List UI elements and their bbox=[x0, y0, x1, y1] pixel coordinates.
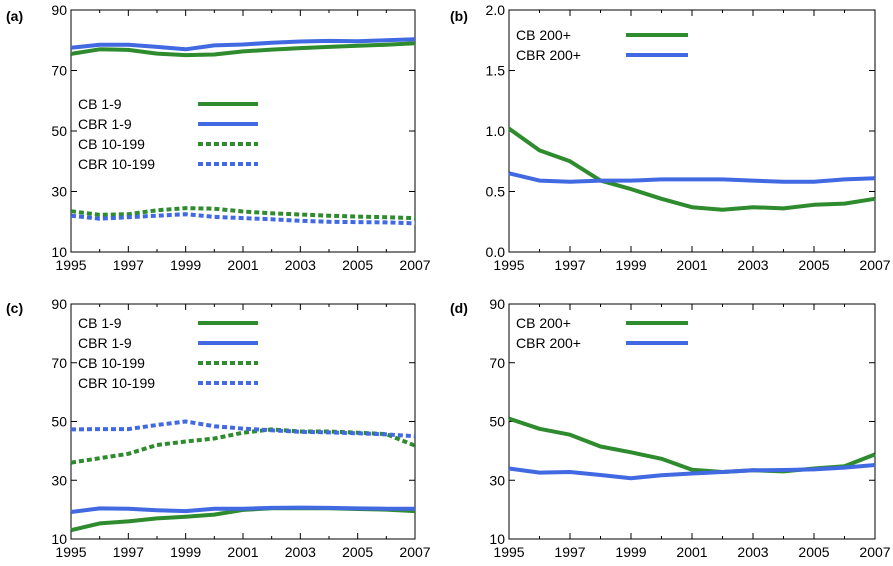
y-tick-label: 10 bbox=[51, 531, 67, 547]
y-tick-label: 30 bbox=[51, 184, 67, 200]
y-tick-label: 30 bbox=[51, 472, 67, 488]
series-line-2 bbox=[70, 505, 415, 514]
y-tick-label: 90 bbox=[489, 296, 505, 312]
x-tick-label: 1995 bbox=[493, 257, 524, 273]
x-tick-label: 1999 bbox=[615, 544, 646, 560]
y-tick-label: 50 bbox=[51, 123, 67, 139]
legend-label: CBR 1-9 bbox=[78, 335, 132, 351]
y-tick-label: 30 bbox=[489, 472, 505, 488]
x-tick-label: 2003 bbox=[285, 544, 316, 560]
x-tick-label: 2003 bbox=[737, 257, 768, 273]
x-tick-label: 2007 bbox=[399, 544, 430, 560]
series-line-3 bbox=[70, 427, 416, 465]
series-line-1 bbox=[508, 416, 876, 474]
panel-label: (a) bbox=[6, 8, 23, 24]
chart-panel-4: (d) 10 30 50 70 90 1995 1997 1999 2001 2003 2005 200… bbox=[450, 296, 891, 560]
y-tick-label: 1.0 bbox=[486, 123, 506, 139]
legend-label: CBR 200+ bbox=[516, 47, 581, 63]
legend-label: CB 10-199 bbox=[78, 355, 145, 371]
x-tick-label: 2003 bbox=[737, 544, 768, 560]
legend-label: CBR 10-199 bbox=[78, 375, 155, 391]
series-line-4 bbox=[70, 212, 416, 226]
x-tick-label: 2005 bbox=[342, 544, 373, 560]
legend-label: CB 200+ bbox=[516, 315, 571, 331]
series-line-2 bbox=[508, 171, 876, 184]
y-tick-label: 90 bbox=[51, 296, 67, 312]
panel-label: (d) bbox=[450, 300, 468, 316]
x-tick-label: 1995 bbox=[55, 544, 86, 560]
legend-label: CB 200+ bbox=[516, 27, 571, 43]
x-tick-label: 1997 bbox=[554, 544, 585, 560]
y-tick-label: 0.0 bbox=[486, 244, 506, 260]
x-tick-label: 1999 bbox=[615, 257, 646, 273]
y-tick-label: 2.0 bbox=[486, 2, 506, 18]
legend-label: CB 10-199 bbox=[78, 136, 145, 152]
x-tick-label: 2007 bbox=[859, 257, 890, 273]
legend-label: CBR 200+ bbox=[516, 335, 581, 351]
legend-label: CBR 1-9 bbox=[78, 116, 132, 132]
x-tick-label: 2005 bbox=[798, 257, 829, 273]
y-tick-label: 10 bbox=[51, 244, 67, 260]
x-tick-label: 2007 bbox=[859, 544, 890, 560]
x-tick-label: 2001 bbox=[676, 544, 707, 560]
chart-panel-3: (c) 10 30 50 70 90 1995 1997 1999 2001 2003 2005 200… bbox=[6, 296, 431, 560]
x-tick-label: 1999 bbox=[170, 544, 201, 560]
series-line-1 bbox=[70, 41, 416, 58]
x-tick-label: 2001 bbox=[676, 257, 707, 273]
x-tick-label: 1997 bbox=[113, 257, 144, 273]
x-tick-label: 2001 bbox=[227, 544, 258, 560]
legend-label: CBR 10-199 bbox=[78, 156, 155, 172]
x-tick-label: 1997 bbox=[113, 544, 144, 560]
y-tick-label: 70 bbox=[51, 63, 67, 79]
y-tick-label: 50 bbox=[51, 414, 67, 430]
x-tick-label: 2005 bbox=[798, 544, 829, 560]
x-tick-label: 1995 bbox=[55, 257, 86, 273]
x-tick-label: 1999 bbox=[170, 257, 201, 273]
x-tick-label: 2001 bbox=[227, 257, 258, 273]
y-tick-label: 50 bbox=[489, 414, 505, 430]
y-tick-label: 1.5 bbox=[486, 63, 506, 79]
legend-label: CB 1-9 bbox=[78, 315, 122, 331]
x-tick-label: 2003 bbox=[285, 257, 316, 273]
y-tick-label: 0.5 bbox=[486, 184, 506, 200]
x-tick-label: 2005 bbox=[342, 257, 373, 273]
y-tick-label: 70 bbox=[489, 355, 505, 371]
y-tick-label: 10 bbox=[489, 531, 505, 547]
series-line-3 bbox=[70, 206, 416, 221]
series-line-2 bbox=[508, 463, 876, 481]
y-tick-label: 70 bbox=[51, 355, 67, 371]
legend-label: CB 1-9 bbox=[78, 96, 122, 112]
x-tick-label: 2007 bbox=[399, 257, 430, 273]
chart-panel-1: (a) 10 30 50 70 90 1995 1997 1999 2001 2003 2005 200… bbox=[6, 2, 431, 273]
x-tick-label: 1997 bbox=[554, 257, 585, 273]
series-line-1 bbox=[70, 506, 416, 533]
series-line-2 bbox=[70, 37, 416, 52]
y-tick-label: 90 bbox=[51, 2, 67, 18]
panel-label: (c) bbox=[6, 300, 23, 316]
series-line-1 bbox=[507, 126, 876, 212]
series-line-4 bbox=[70, 419, 416, 439]
chart-panel-2: (b) 0.0 0.5 1.0 1.5 2.0 1995 1997 1999 2001 2003 20… bbox=[450, 2, 891, 273]
panel-label: (b) bbox=[450, 8, 468, 24]
x-tick-label: 1995 bbox=[493, 544, 524, 560]
